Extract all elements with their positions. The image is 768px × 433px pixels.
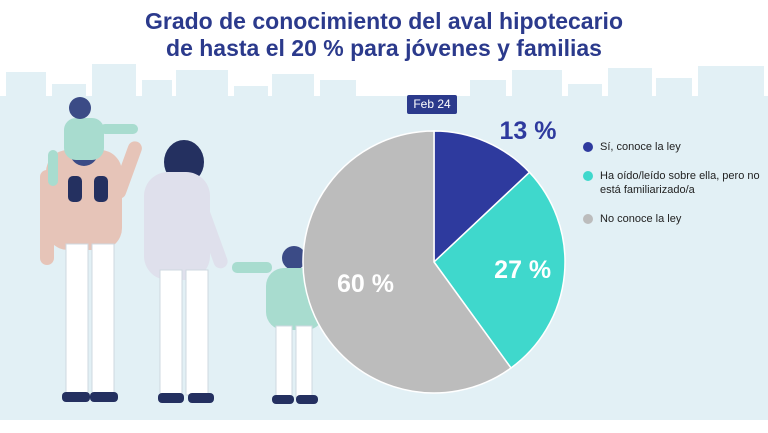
chart-legend: Sí, conoce la ley Ha oído/leído sobre el… — [583, 140, 763, 226]
chart-title: Grado de conocimiento del aval hipotecar… — [0, 8, 768, 62]
legend-label-no-conoce: No conoce la ley — [600, 213, 682, 225]
legend-item-ha-oido: Ha oído/leído sobre ella, pero no está f… — [583, 169, 763, 197]
legend-label-ha-oido: Ha oído/leído sobre ella, pero no está f… — [600, 170, 760, 196]
legend-swatch-no-conoce — [583, 214, 593, 224]
father-figure — [40, 138, 142, 402]
pie-slice-no-conoce — [302, 130, 513, 394]
pie-chart — [302, 130, 566, 394]
legend-item-conoce: Sí, conoce la ley — [583, 140, 763, 154]
legend-label-conoce: Sí, conoce la ley — [600, 141, 681, 153]
chart-title-line-2: de hasta el 20 % para jóvenes y familias — [166, 35, 602, 61]
legend-swatch-conoce — [583, 142, 593, 152]
mother-figure — [144, 140, 228, 403]
period-badge: Feb 24 — [407, 95, 457, 114]
slice-value-label-ha-oido: 27 % — [494, 256, 552, 285]
pie-slice-conoce — [433, 130, 531, 264]
chart-title-line-1: Grado de conocimiento del aval hipotecar… — [145, 8, 623, 34]
legend-swatch-ha-oido — [583, 171, 593, 181]
slice-value-label-conoce: 13 % — [499, 117, 557, 145]
family-illustration-icon — [40, 97, 324, 404]
legend-item-no-conoce: No conoce la ley — [583, 212, 763, 226]
pie-slice-ha-oido — [433, 171, 566, 370]
child-on-shoulders-figure — [48, 97, 138, 202]
slice-value-label-no-conoce: 60 % — [336, 270, 394, 299]
